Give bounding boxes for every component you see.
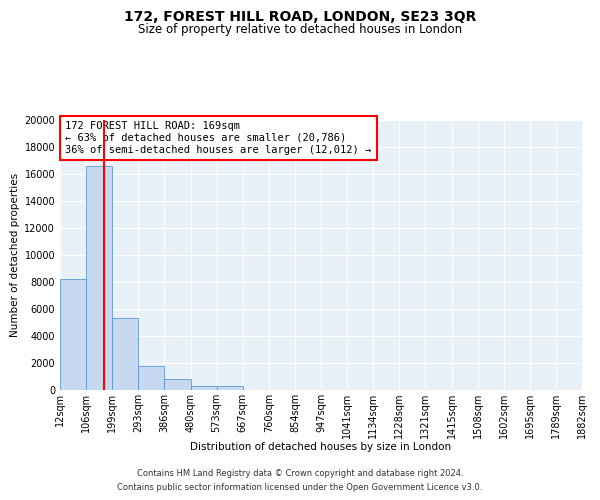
Bar: [112, 318, 139, 390]
Bar: [164, 379, 191, 390]
Bar: [86, 166, 112, 390]
Text: Size of property relative to detached houses in London: Size of property relative to detached ho…: [138, 22, 462, 36]
Text: 172, FOREST HILL ROAD, LONDON, SE23 3QR: 172, FOREST HILL ROAD, LONDON, SE23 3QR: [124, 10, 476, 24]
Y-axis label: Number of detached properties: Number of detached properties: [10, 173, 20, 337]
Bar: [191, 386, 217, 390]
Text: Contains public sector information licensed under the Open Government Licence v3: Contains public sector information licen…: [118, 484, 482, 492]
Bar: [217, 386, 243, 390]
X-axis label: Distribution of detached houses by size in London: Distribution of detached houses by size …: [190, 442, 452, 452]
Bar: [60, 280, 86, 390]
Bar: [139, 366, 164, 390]
Text: 172 FOREST HILL ROAD: 169sqm
← 63% of detached houses are smaller (20,786)
36% o: 172 FOREST HILL ROAD: 169sqm ← 63% of de…: [65, 122, 371, 154]
Text: Contains HM Land Registry data © Crown copyright and database right 2024.: Contains HM Land Registry data © Crown c…: [137, 468, 463, 477]
